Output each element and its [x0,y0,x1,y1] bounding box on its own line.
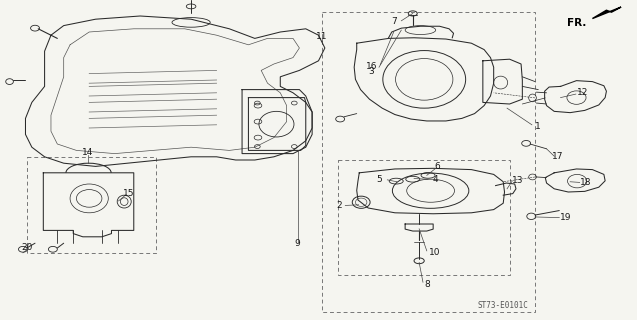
Polygon shape [592,7,621,19]
Bar [27,157,156,253]
Text: 20: 20 [21,243,32,252]
Text: 1: 1 [535,122,541,131]
Text: 4: 4 [433,175,438,184]
Text: 10: 10 [429,248,440,257]
Text: 11: 11 [316,32,327,41]
Text: FR.: FR. [567,18,586,28]
Text: 14: 14 [82,148,94,157]
Text: 8: 8 [424,280,430,289]
Text: 6: 6 [434,162,440,171]
Bar [338,160,510,275]
Text: 15: 15 [123,189,134,198]
Text: 17: 17 [552,152,564,161]
Text: 7: 7 [390,17,397,26]
Text: 5: 5 [376,175,383,184]
Bar [322,12,535,312]
Text: 19: 19 [560,213,571,222]
Text: 13: 13 [512,176,523,185]
Text: 9: 9 [294,239,300,248]
Text: 3: 3 [368,67,374,76]
Text: 2: 2 [337,201,342,210]
Text: 16: 16 [366,62,378,71]
Text: ST73-E0101C: ST73-E0101C [478,301,529,310]
Text: 12: 12 [576,88,588,97]
Text: 18: 18 [580,178,592,187]
